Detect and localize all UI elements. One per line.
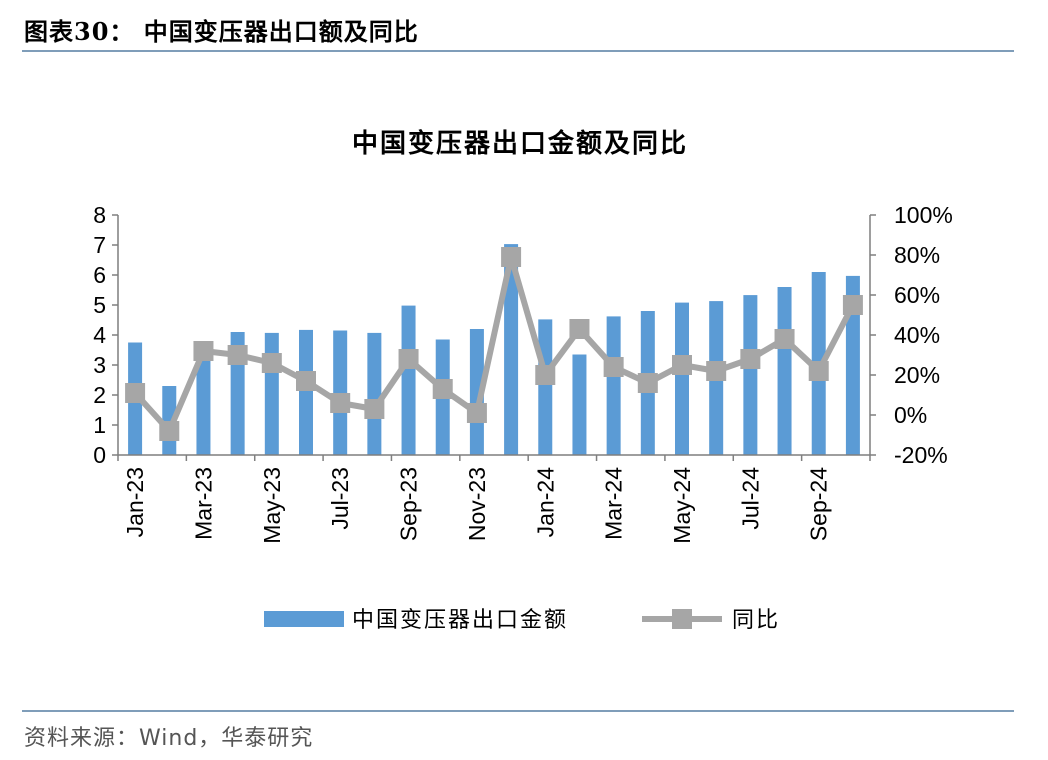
x-tick-label: May-24 xyxy=(669,467,695,544)
legend-label-line: 同比 xyxy=(732,608,780,633)
chart-title: 中国变压器出口金额及同比 xyxy=(352,128,688,159)
bar-May-24 xyxy=(675,302,689,455)
y-left-tick-label: 1 xyxy=(93,412,106,438)
yoy-marker-Feb-24 xyxy=(569,319,590,339)
header-divider xyxy=(22,50,1014,52)
yoy-marker-Nov-23 xyxy=(466,403,487,423)
bar-Nov-23 xyxy=(469,329,484,455)
yoy-marker-Jan-24 xyxy=(535,365,556,385)
yoy-marker-Apr-23 xyxy=(227,345,248,365)
y-left-tick-label: 5 xyxy=(93,292,106,318)
bar-Mar-24 xyxy=(606,316,621,455)
bar-Aug-23 xyxy=(367,332,382,455)
yoy-marker-Sep-23 xyxy=(398,349,419,369)
yoy-marker-Mar-24 xyxy=(603,357,624,377)
source-note: 资料来源：Wind，华泰研究 xyxy=(24,726,314,751)
legend-label-bar: 中国变压器出口金额 xyxy=(352,608,568,633)
x-tick-label: Jul-23 xyxy=(327,467,353,530)
y-left-tick-label: 2 xyxy=(93,382,106,408)
figure-title: 图表30： 中国变压器出口额及同比 xyxy=(24,17,419,46)
y-left-tick-label: 0 xyxy=(93,442,106,468)
legend: 中国变压器出口金额 同比 xyxy=(264,608,780,633)
yoy-marker-Aug-23 xyxy=(364,399,385,419)
bar-Jul-23 xyxy=(333,330,348,455)
x-tick-label: Jul-24 xyxy=(737,467,763,530)
yoy-marker-Feb-23 xyxy=(159,421,180,441)
bar-Jan-24 xyxy=(538,319,553,455)
x-tick-label: Sep-24 xyxy=(806,467,832,541)
yoy-marker-Sep-24 xyxy=(808,361,829,381)
x-tick-label: Mar-23 xyxy=(190,467,216,540)
footer-divider xyxy=(22,710,1014,712)
y-right-tick-label: -20% xyxy=(894,442,948,468)
y-right-tick-label: 20% xyxy=(894,362,940,388)
yoy-marker-Mar-23 xyxy=(193,341,214,361)
y-right-tick-label: 80% xyxy=(894,242,940,268)
bar-Mar-23 xyxy=(196,356,211,455)
yoy-marker-Jul-24 xyxy=(740,349,761,369)
y-left-tick-label: 8 xyxy=(93,202,106,228)
y-left-tick-label: 7 xyxy=(93,232,106,258)
legend-swatch-bar xyxy=(264,611,344,627)
y-right-tick-label: 0% xyxy=(894,402,927,428)
yoy-marker-Oct-24 xyxy=(842,295,863,315)
chart: 中国变压器出口金额及同比 0 1 2 3 4 5 6 7 8 -20% 0% 20% 40% 60% 80%… xyxy=(93,128,953,633)
bar-Oct-24 xyxy=(845,275,860,455)
x-tick-label: Jan-24 xyxy=(532,467,558,538)
bar-May-23 xyxy=(264,332,279,455)
yoy-line xyxy=(132,254,856,434)
x-tick-label: Mar-24 xyxy=(601,467,627,540)
yoy-marker-May-23 xyxy=(261,353,282,373)
y-right-tick-label: 40% xyxy=(894,322,940,348)
y-left-tick-label: 6 xyxy=(93,262,106,288)
bar-Sep-23 xyxy=(401,305,416,455)
line-series xyxy=(125,247,863,441)
yoy-marker-Dec-23 xyxy=(501,247,522,267)
x-tick-label: Jan-23 xyxy=(122,467,148,537)
axes: 0 1 2 3 4 5 6 7 8 -20% 0% 20% 40% 60% 80% 100% Jan-23 Mar… xyxy=(93,202,953,544)
yoy-marker-May-24 xyxy=(672,355,692,375)
bar-Jul-24 xyxy=(743,295,758,455)
y-right-tick-label: 60% xyxy=(894,282,940,308)
bar-Jun-23 xyxy=(299,329,313,455)
bar-Aug-24 xyxy=(777,287,792,455)
bar-series xyxy=(128,244,860,455)
yoy-marker-Jul-23 xyxy=(330,393,351,413)
x-tick-label: May-23 xyxy=(259,467,285,544)
y-left-tick-label: 4 xyxy=(93,322,106,348)
yoy-marker-Aug-24 xyxy=(774,329,795,349)
legend-marker-line xyxy=(672,609,692,629)
yoy-marker-Apr-24 xyxy=(637,373,658,393)
yoy-marker-Jun-24 xyxy=(706,361,727,381)
y-right-tick-label: 100% xyxy=(894,202,953,228)
yoy-marker-Jan-23 xyxy=(125,383,146,403)
x-tick-label: Sep-23 xyxy=(396,467,422,541)
yoy-marker-Oct-23 xyxy=(432,379,453,399)
y-left-tick-label: 3 xyxy=(93,352,106,378)
x-tick-label: Nov-23 xyxy=(464,467,490,541)
yoy-marker-Jun-23 xyxy=(296,371,316,391)
bar-Feb-24 xyxy=(572,354,587,455)
bar-Dec-23 xyxy=(504,244,519,455)
